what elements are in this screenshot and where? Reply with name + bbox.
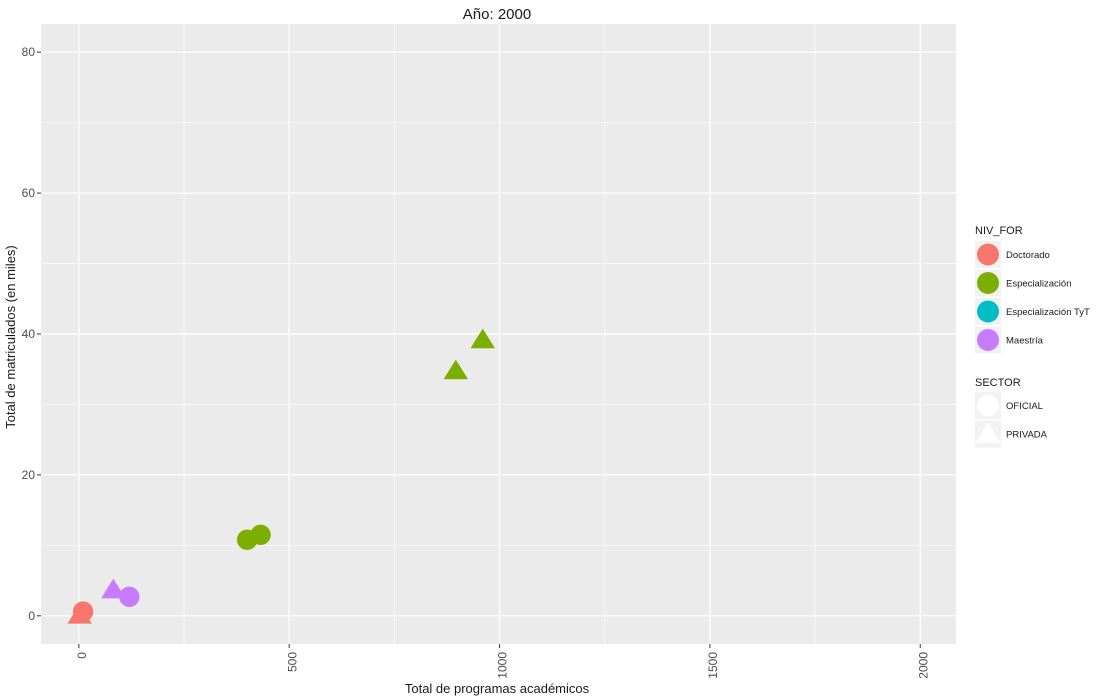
x-tick-label: 500 bbox=[285, 652, 299, 672]
legend-label: Especialización TyT bbox=[1006, 307, 1090, 318]
legend-key-color bbox=[977, 300, 999, 323]
legend-key-color bbox=[977, 272, 999, 294]
y-tick-label: 20 bbox=[22, 468, 36, 482]
legend-key-shape bbox=[975, 422, 1001, 444]
grid-lines bbox=[41, 24, 956, 644]
legend-label: OFICIAL bbox=[1006, 401, 1043, 412]
legend-label: Doctorado bbox=[1006, 250, 1050, 261]
point-especializacion-privada bbox=[470, 328, 495, 349]
y-tick-label: 60 bbox=[22, 186, 36, 200]
x-tick-label: 2000 bbox=[916, 652, 930, 679]
legend-key-color bbox=[977, 243, 999, 266]
legend-label: Maestría bbox=[1006, 336, 1044, 347]
data-points bbox=[67, 328, 495, 624]
axes: 0 500 1000 1500 2000 0 20 40 60 80 bbox=[22, 45, 931, 679]
x-tick-label: 1000 bbox=[496, 652, 510, 679]
y-tick-label: 40 bbox=[22, 327, 36, 341]
legend-title-sector: SECTOR bbox=[975, 377, 1021, 389]
legend-title-niv-for: NIV_FOR bbox=[975, 225, 1023, 237]
legend-key-color bbox=[977, 329, 999, 351]
point-maestria-privada bbox=[101, 578, 126, 599]
x-tick-label: 1500 bbox=[706, 652, 720, 679]
legend-key-shape bbox=[977, 394, 999, 417]
point-maestria-oficial bbox=[119, 586, 140, 607]
y-axis-title: Total de matriculados (en miles) bbox=[3, 245, 18, 429]
legend: NIV_FOR Doctorado Especialización Especiali… bbox=[975, 225, 1090, 448]
x-axis-title: Total de programas académicos bbox=[405, 681, 590, 696]
legend-label: PRIVADA bbox=[1006, 430, 1048, 441]
chart-title: Año: 2000 bbox=[463, 6, 531, 23]
y-tick-label: 80 bbox=[22, 45, 36, 59]
y-tick-label: 0 bbox=[28, 609, 35, 623]
point-especializacion-oficial bbox=[250, 524, 271, 545]
x-tick-label: 0 bbox=[75, 652, 89, 659]
point-doctorado-privada bbox=[67, 604, 92, 624]
point-especializacion-privada bbox=[443, 359, 469, 380]
legend-label: Especialización bbox=[1006, 279, 1071, 290]
